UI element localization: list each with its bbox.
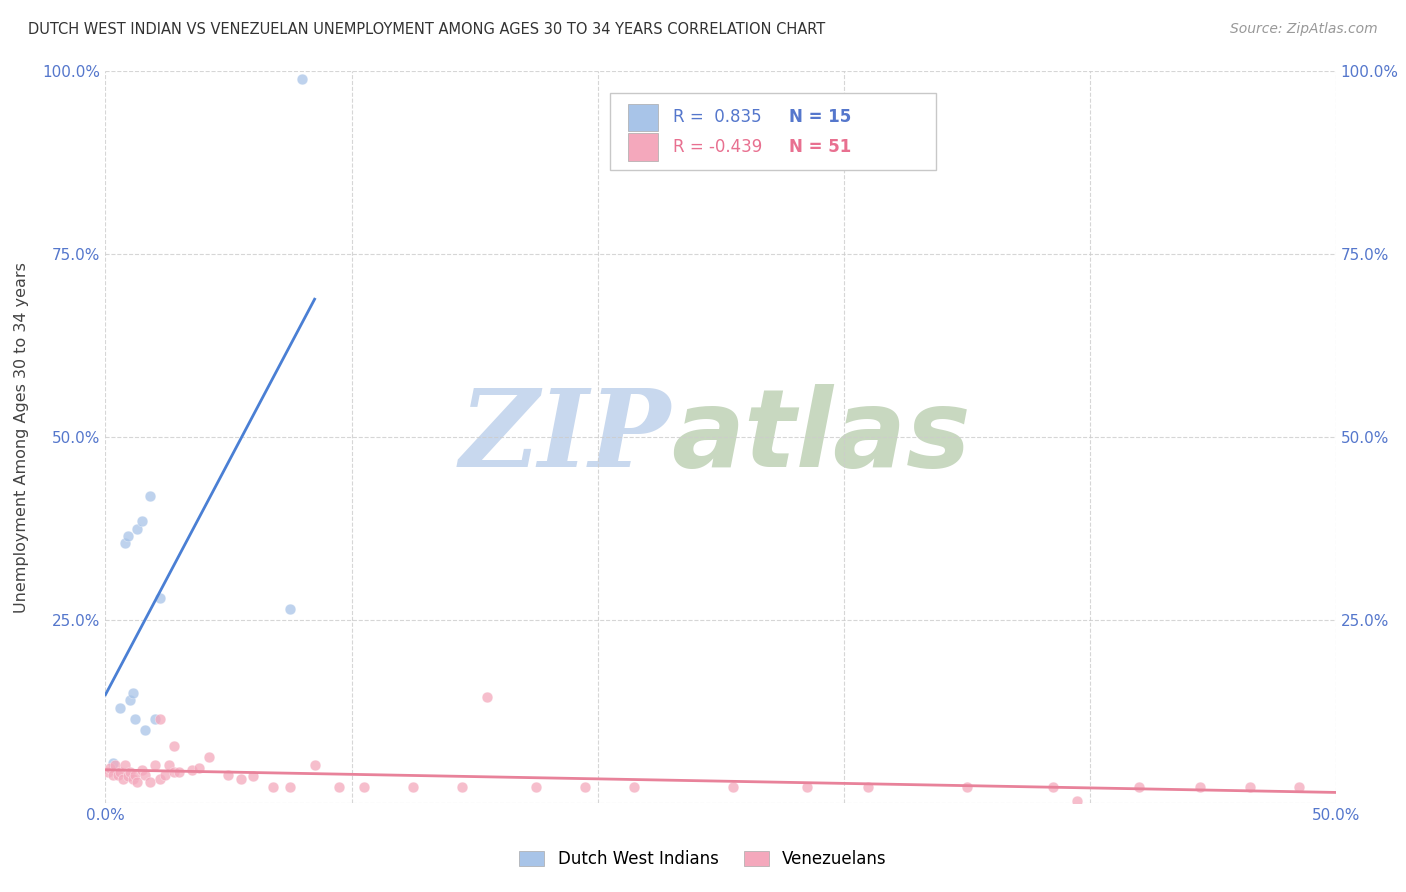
Point	[291, 71, 314, 86]
Point	[524, 780, 547, 794]
Point	[111, 772, 134, 787]
Point	[143, 712, 166, 726]
Point	[153, 768, 176, 782]
Point	[121, 686, 143, 700]
Point	[1042, 780, 1064, 794]
Point	[138, 489, 162, 503]
Point	[262, 780, 284, 794]
Point	[124, 768, 146, 782]
Point	[114, 757, 136, 772]
Point	[101, 768, 124, 782]
Text: atlas: atlas	[672, 384, 972, 490]
Point	[127, 775, 149, 789]
Point	[197, 750, 221, 764]
Point	[163, 765, 186, 780]
Point	[149, 591, 172, 605]
Point	[475, 690, 498, 704]
Point	[1128, 780, 1150, 794]
Point	[110, 700, 132, 714]
Point	[143, 757, 166, 772]
Point	[402, 780, 425, 794]
Point	[1189, 780, 1212, 794]
Point	[858, 780, 880, 794]
Point	[131, 763, 153, 777]
Point	[107, 768, 129, 782]
Point	[159, 757, 180, 772]
Point	[278, 602, 301, 616]
Point	[149, 712, 172, 726]
Point	[97, 765, 120, 780]
FancyBboxPatch shape	[628, 103, 658, 131]
Point	[1066, 794, 1088, 808]
Point	[120, 693, 141, 707]
Point	[1239, 780, 1261, 794]
FancyBboxPatch shape	[628, 133, 658, 161]
Point	[104, 757, 127, 772]
Point	[101, 756, 124, 770]
Point	[117, 529, 139, 543]
Text: N = 15: N = 15	[790, 109, 852, 127]
Point	[169, 765, 191, 780]
Point	[149, 772, 172, 787]
Point	[180, 763, 202, 777]
Text: R =  0.835: R = 0.835	[672, 109, 761, 127]
Point	[1288, 780, 1310, 794]
Point	[110, 765, 132, 780]
Point	[127, 521, 149, 535]
Point	[242, 769, 264, 783]
Point	[163, 739, 186, 753]
Point	[134, 768, 156, 782]
Y-axis label: Unemployment Among Ages 30 to 34 years: Unemployment Among Ages 30 to 34 years	[14, 261, 28, 613]
Point	[124, 712, 146, 726]
Point	[229, 772, 252, 787]
Legend: Dutch West Indians, Venezuelans: Dutch West Indians, Venezuelans	[513, 844, 893, 875]
Text: DUTCH WEST INDIAN VS VENEZUELAN UNEMPLOYMENT AMONG AGES 30 TO 34 YEARS CORRELATI: DUTCH WEST INDIAN VS VENEZUELAN UNEMPLOY…	[28, 22, 825, 37]
Point	[134, 723, 156, 737]
Point	[956, 780, 979, 794]
Point	[114, 536, 136, 550]
Point	[796, 780, 818, 794]
Point	[574, 780, 596, 794]
Text: ZIP: ZIP	[460, 384, 672, 490]
FancyBboxPatch shape	[610, 94, 936, 170]
Point	[278, 780, 301, 794]
Point	[353, 780, 375, 794]
Point	[304, 757, 326, 772]
Text: Source: ZipAtlas.com: Source: ZipAtlas.com	[1230, 22, 1378, 37]
Point	[121, 772, 143, 787]
Point	[138, 775, 162, 789]
Point	[131, 514, 153, 528]
Point	[117, 769, 139, 783]
Point	[120, 765, 141, 780]
Point	[328, 780, 350, 794]
Point	[623, 780, 645, 794]
Point	[188, 761, 211, 775]
Point	[98, 761, 122, 775]
Text: N = 51: N = 51	[790, 137, 852, 156]
Text: R = -0.439: R = -0.439	[672, 137, 762, 156]
Point	[451, 780, 474, 794]
Point	[218, 768, 240, 782]
Point	[721, 780, 744, 794]
